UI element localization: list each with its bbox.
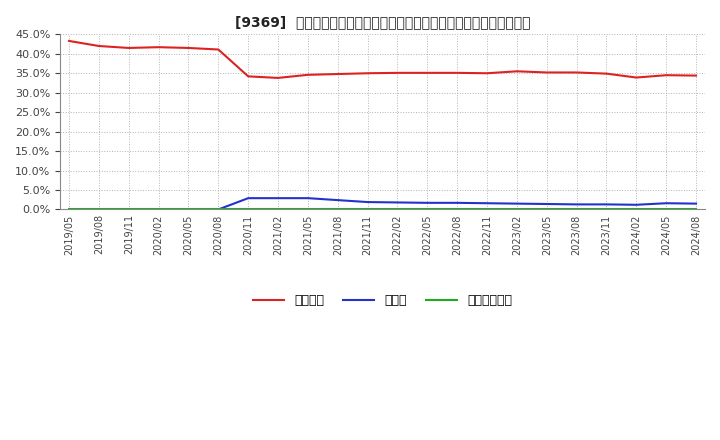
繰延税金資産 [154, 207, 163, 212]
のれん [304, 195, 312, 201]
のれん [154, 207, 163, 212]
のれん [274, 195, 282, 201]
繰延税金資産 [184, 207, 193, 212]
自己資本 [274, 75, 282, 81]
自己資本 [184, 45, 193, 51]
繰延税金資産 [602, 207, 611, 212]
繰延税金資産 [244, 207, 253, 212]
自己資本 [482, 70, 491, 76]
のれん [214, 207, 222, 212]
自己資本 [632, 75, 641, 80]
のれん [572, 202, 581, 207]
繰延税金資産 [662, 207, 670, 212]
自己資本 [214, 47, 222, 52]
繰延税金資産 [423, 207, 432, 212]
のれん [482, 201, 491, 206]
自己資本 [602, 71, 611, 76]
繰延税金資産 [393, 207, 402, 212]
自己資本 [393, 70, 402, 76]
自己資本 [304, 72, 312, 77]
自己資本 [364, 70, 372, 76]
自己資本 [572, 70, 581, 75]
のれん [364, 199, 372, 205]
のれん [184, 207, 193, 212]
Title: [9369]  自己資本、のれん、繰延税金資産の総資産に対する比率の推移: [9369] 自己資本、のれん、繰延税金資産の総資産に対する比率の推移 [235, 15, 531, 29]
のれん [542, 202, 551, 207]
繰延税金資産 [453, 207, 462, 212]
繰延税金資産 [692, 207, 701, 212]
のれん [244, 195, 253, 201]
のれん [393, 200, 402, 205]
繰延税金資産 [94, 207, 103, 212]
のれん [692, 201, 701, 206]
繰延税金資産 [65, 207, 73, 212]
繰延税金資産 [572, 207, 581, 212]
のれん [513, 201, 521, 206]
自己資本 [453, 70, 462, 76]
繰延税金資産 [364, 207, 372, 212]
Line: のれん: のれん [69, 198, 696, 209]
繰延税金資産 [304, 207, 312, 212]
自己資本 [423, 70, 432, 76]
自己資本 [94, 44, 103, 49]
のれん [632, 202, 641, 207]
のれん [453, 200, 462, 205]
のれん [94, 207, 103, 212]
自己資本 [692, 73, 701, 78]
自己資本 [333, 71, 342, 77]
のれん [423, 200, 432, 205]
のれん [65, 207, 73, 212]
Line: 自己資本: 自己資本 [69, 41, 696, 78]
繰延税金資産 [632, 207, 641, 212]
のれん [602, 202, 611, 207]
繰延税金資産 [274, 207, 282, 212]
繰延税金資産 [333, 207, 342, 212]
のれん [333, 198, 342, 203]
繰延税金資産 [214, 207, 222, 212]
繰延税金資産 [542, 207, 551, 212]
自己資本 [662, 73, 670, 78]
繰延税金資産 [482, 207, 491, 212]
のれん [662, 201, 670, 206]
自己資本 [244, 74, 253, 79]
のれん [125, 207, 133, 212]
自己資本 [125, 45, 133, 51]
自己資本 [513, 69, 521, 74]
繰延税金資産 [513, 207, 521, 212]
自己資本 [154, 44, 163, 50]
自己資本 [542, 70, 551, 75]
自己資本 [65, 38, 73, 44]
繰延税金資産 [125, 207, 133, 212]
Legend: 自己資本, のれん, 繰延税金資産: 自己資本, のれん, 繰延税金資産 [248, 289, 517, 312]
